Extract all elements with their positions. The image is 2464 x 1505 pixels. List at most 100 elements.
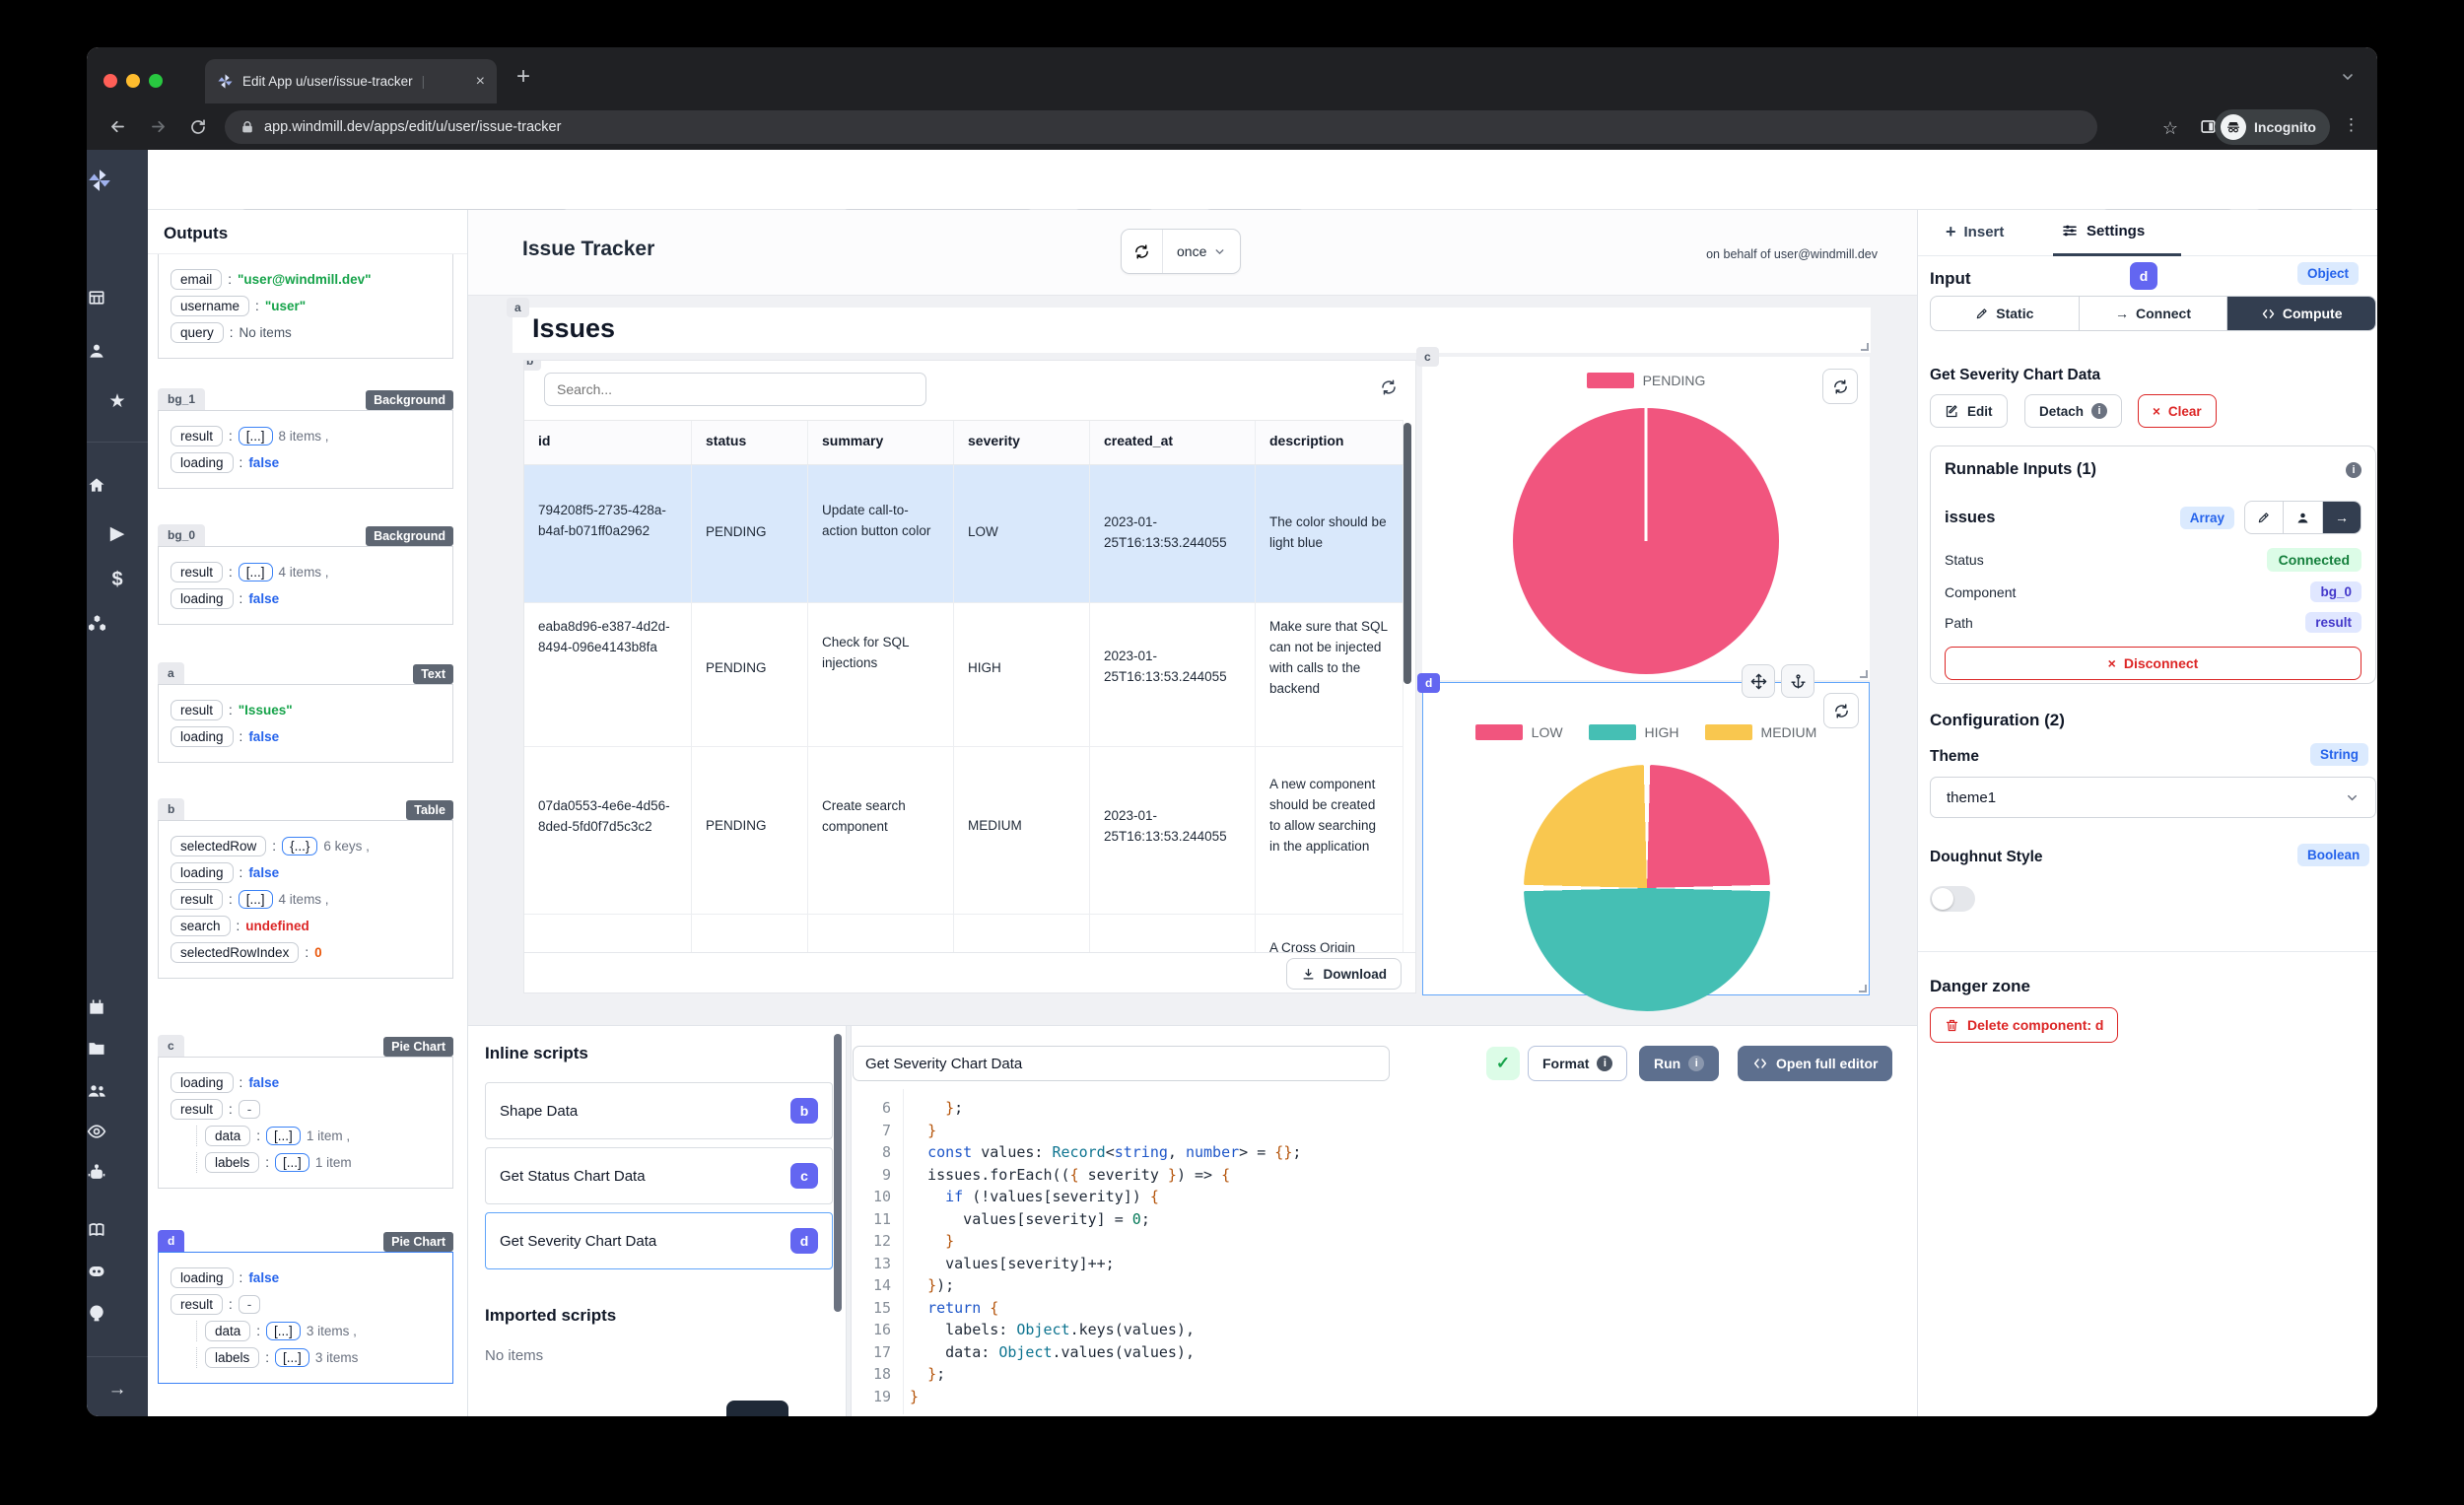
legend-item[interactable]: MEDIUM bbox=[1704, 724, 1816, 740]
column-header[interactable]: summary bbox=[808, 421, 954, 464]
component-id-badge[interactable]: c bbox=[158, 1035, 184, 1057]
anchor-button[interactable] bbox=[1781, 664, 1814, 698]
sidebar-github-icon[interactable] bbox=[87, 1303, 148, 1323]
sidebar-workers-robot-icon[interactable] bbox=[87, 1163, 148, 1183]
connect-mode-button[interactable]: → Connect bbox=[2080, 297, 2228, 330]
table-component-b[interactable]: b id status summary severity created_at … bbox=[523, 360, 1416, 993]
delete-component-button[interactable]: Delete component: d bbox=[1930, 1007, 2119, 1043]
chart-refresh-button[interactable] bbox=[1822, 369, 1858, 404]
table-search-input[interactable] bbox=[544, 373, 926, 406]
edit-script-button[interactable]: Edit bbox=[1930, 394, 2008, 428]
tab-insert[interactable]: + Insert bbox=[1946, 222, 2005, 241]
panel-splitter[interactable] bbox=[846, 1026, 852, 1416]
clear-button[interactable]: × Clear bbox=[2138, 394, 2217, 428]
run-button[interactable]: Run i bbox=[1639, 1046, 1720, 1081]
refresh-mode-dropdown[interactable]: once bbox=[1163, 230, 1240, 273]
download-button[interactable]: Download bbox=[1285, 958, 1402, 990]
reload-icon[interactable] bbox=[189, 118, 207, 136]
resize-handle[interactable] bbox=[1860, 670, 1868, 678]
column-header[interactable]: severity bbox=[954, 421, 1090, 464]
compute-mode-button[interactable]: Compute bbox=[2227, 297, 2375, 330]
output-key[interactable]: labels bbox=[205, 1347, 260, 1368]
array-expander[interactable]: [...] bbox=[275, 1153, 309, 1172]
window-close-button[interactable] bbox=[103, 74, 117, 88]
sidebar-docs-book-icon[interactable] bbox=[87, 1220, 148, 1240]
pie-chart-d[interactable] bbox=[1524, 765, 1770, 1011]
resize-handle[interactable] bbox=[1859, 985, 1867, 992]
array-expander[interactable]: [...] bbox=[266, 1322, 301, 1340]
path-ref-badge[interactable]: result bbox=[2305, 612, 2361, 633]
script-name-input[interactable] bbox=[853, 1046, 1390, 1081]
static-mode-button[interactable]: Static bbox=[1931, 297, 2080, 330]
new-tab-button[interactable]: + bbox=[516, 63, 531, 90]
table-row[interactable]: 794208f5-2735-428a-b4af-b071ff0a2962 PEND… bbox=[524, 465, 1403, 603]
array-expander[interactable]: [...] bbox=[238, 890, 273, 909]
output-key[interactable]: username bbox=[171, 296, 250, 316]
table-refresh-icon[interactable] bbox=[1380, 378, 1398, 396]
connect-output-button[interactable]: → bbox=[2323, 502, 2361, 533]
sidebar-user-icon[interactable] bbox=[87, 341, 148, 361]
sidebar-folders-icon[interactable] bbox=[87, 1039, 148, 1059]
doughnut-toggle[interactable] bbox=[1930, 886, 1975, 912]
disconnect-button[interactable]: × Disconnect bbox=[1945, 647, 2361, 680]
output-key[interactable]: result bbox=[171, 1294, 224, 1315]
object-expander[interactable]: {...} bbox=[282, 837, 318, 855]
move-handle[interactable] bbox=[1742, 664, 1775, 698]
open-full-editor-button[interactable]: Open full editor bbox=[1738, 1046, 1893, 1081]
output-key[interactable]: loading bbox=[171, 452, 234, 473]
output-key[interactable]: data bbox=[205, 1321, 251, 1341]
array-expander[interactable]: [...] bbox=[238, 563, 273, 581]
window-minimize-button[interactable] bbox=[126, 74, 140, 88]
output-key[interactable]: query bbox=[171, 322, 224, 343]
static-value-button[interactable] bbox=[2245, 502, 2284, 533]
output-key[interactable]: result bbox=[171, 426, 224, 446]
component-id-badge[interactable]: bg_0 bbox=[158, 524, 206, 546]
table-row[interactable]: A Cross Origin bbox=[524, 915, 1403, 953]
script-item-status-chart[interactable]: Get Status Chart Data c bbox=[485, 1147, 833, 1204]
drawer-handle[interactable] bbox=[726, 1401, 788, 1416]
detach-button[interactable]: Detach i bbox=[2024, 394, 2123, 428]
legend-item[interactable]: HIGH bbox=[1588, 724, 1679, 740]
browser-menu-kebab-icon[interactable]: ⋮ bbox=[2343, 115, 2360, 134]
text-component-a[interactable]: a Issues bbox=[507, 298, 1871, 353]
resize-handle[interactable] bbox=[1861, 343, 1869, 351]
back-icon[interactable] bbox=[108, 117, 127, 136]
script-item-severity-chart[interactable]: Get Severity Chart Data d bbox=[485, 1212, 833, 1269]
window-zoom-button[interactable] bbox=[149, 74, 163, 88]
output-key[interactable]: selectedRow bbox=[171, 836, 267, 856]
output-key[interactable]: loading bbox=[171, 1072, 234, 1093]
sidebar-runs-icon[interactable]: ▶ bbox=[109, 523, 125, 544]
sidebar-audit-eye-icon[interactable] bbox=[87, 1122, 148, 1141]
output-key[interactable]: search bbox=[171, 916, 231, 936]
forward-icon[interactable] bbox=[149, 117, 168, 136]
table-scrollbar[interactable] bbox=[1403, 423, 1411, 684]
component-ref-badge[interactable]: bg_0 bbox=[2310, 581, 2361, 602]
scripts-scrollbar[interactable] bbox=[834, 1034, 842, 1312]
output-key[interactable]: email bbox=[171, 269, 223, 290]
array-expander[interactable]: [...] bbox=[266, 1127, 301, 1145]
table-row[interactable]: 07da0553-4e6e-4d56-8ded-5fd0f7d5c3c2 PEND… bbox=[524, 747, 1403, 915]
piechart-component-c[interactable]: c PENDING bbox=[1416, 347, 1870, 680]
component-id-badge[interactable]: b bbox=[158, 798, 185, 820]
legend-item[interactable]: PENDING bbox=[1586, 373, 1705, 388]
windmill-logo-icon[interactable] bbox=[87, 168, 148, 193]
theme-select[interactable]: theme1 bbox=[1930, 777, 2376, 818]
output-key[interactable]: result bbox=[171, 562, 224, 582]
column-header[interactable]: created_at bbox=[1090, 421, 1256, 464]
pie-chart-c[interactable] bbox=[1513, 408, 1779, 674]
output-key[interactable]: result bbox=[171, 1099, 224, 1120]
component-id-badge[interactable]: a bbox=[158, 662, 184, 684]
table-row[interactable]: eaba8d96-e387-4d2d-8494-096e4143b8fa PEND… bbox=[524, 603, 1403, 747]
sidebar-schedules-icon[interactable] bbox=[87, 997, 148, 1017]
array-expander[interactable]: [...] bbox=[275, 1348, 309, 1367]
address-bar[interactable]: app.windmill.dev/apps/edit/u/user/issue-… bbox=[225, 110, 2097, 144]
sidebar-home-icon[interactable] bbox=[87, 475, 148, 495]
output-key[interactable]: data bbox=[205, 1126, 251, 1146]
tab-search-chevron-icon[interactable] bbox=[2340, 69, 2356, 85]
bookmark-star-icon[interactable]: ☆ bbox=[2161, 118, 2178, 138]
user-input-button[interactable] bbox=[2284, 502, 2323, 533]
column-header[interactable]: status bbox=[692, 421, 808, 464]
column-header[interactable]: id bbox=[524, 421, 692, 464]
output-key[interactable]: result bbox=[171, 889, 224, 910]
browser-tab[interactable]: Edit App u/user/issue-tracker | × bbox=[205, 59, 497, 103]
